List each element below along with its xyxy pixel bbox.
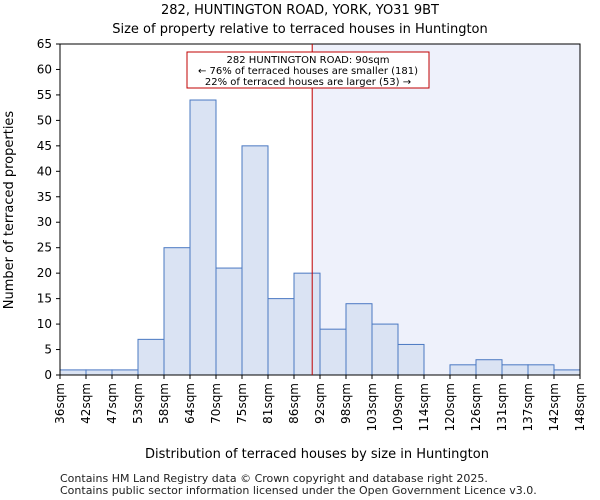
bar-36sqm: [59, 369, 87, 376]
bar-109sqm: [397, 343, 425, 376]
y-tick-label: 10: [37, 317, 52, 331]
bar-81sqm: [267, 298, 295, 376]
y-tick-label: 30: [37, 215, 52, 229]
x-tick-label: 114sqm: [417, 383, 431, 431]
bar-75sqm: [241, 145, 269, 376]
x-tick-label: 86sqm: [287, 383, 301, 424]
bar-98sqm: [345, 303, 373, 376]
x-tick-label: 120sqm: [443, 383, 457, 431]
y-tick-label: 0: [44, 368, 52, 382]
y-tick-label: 55: [37, 88, 52, 102]
y-tick-label: 45: [37, 139, 52, 153]
x-tick-label: 53sqm: [131, 383, 145, 424]
x-tick-label: 131sqm: [495, 383, 509, 431]
bar-131sqm: [501, 364, 529, 376]
y-tick-label: 65: [37, 37, 52, 51]
x-tick-label: 142sqm: [547, 383, 561, 431]
bar-64sqm: [189, 99, 217, 376]
y-tick-label: 50: [37, 113, 52, 127]
x-tick-label: 148sqm: [573, 383, 587, 431]
bar-137sqm: [527, 364, 555, 376]
y-axis-label: Number of terraced properties: [2, 111, 17, 310]
annotation-box: [186, 51, 430, 89]
bar-142sqm: [553, 369, 581, 376]
x-tick-label: 47sqm: [105, 383, 119, 424]
x-tick-label: 103sqm: [365, 383, 379, 431]
y-tick-label: 60: [37, 62, 52, 76]
x-tick-label: 70sqm: [209, 383, 223, 424]
annotation-line-1: 282 HUNTINGTON ROAD: 90sqm: [227, 55, 390, 66]
chart-title: 282, HUNTINGTON ROAD, YORK, YO31 9BT: [161, 3, 439, 18]
y-tick-label: 35: [37, 190, 52, 204]
bar-58sqm: [163, 247, 191, 376]
x-tick-label: 36sqm: [53, 383, 67, 424]
bar-42sqm: [85, 369, 113, 376]
bar-92sqm: [319, 328, 347, 376]
bar-70sqm: [215, 267, 243, 376]
y-tick-label: 5: [44, 343, 52, 357]
y-tick-label: 25: [37, 241, 52, 255]
x-tick-label: 92sqm: [313, 383, 327, 424]
bar-53sqm: [137, 338, 165, 376]
y-axis-ticks: 0 5 10 15 20 25 30 35 40 45 50 55 60 65: [37, 37, 60, 382]
x-axis-ticks: 36sqm 42sqm 47sqm 53sqm 58sqm 64sqm 70sqm 75sqm…: [53, 375, 587, 431]
y-tick-label: 15: [37, 292, 52, 306]
chart-subtitle: Size of property relative to terraced ho…: [112, 22, 488, 37]
annotation-line-3: 22% of terraced houses are larger (53) →: [205, 77, 411, 88]
bar-103sqm: [371, 323, 399, 376]
x-tick-label: 137sqm: [521, 383, 535, 431]
bars-group: [59, 99, 581, 376]
y-tick-label: 40: [37, 164, 52, 178]
bar-86sqm: [293, 272, 321, 376]
y-tick-label: 20: [37, 266, 52, 280]
x-tick-label: 42sqm: [79, 383, 93, 424]
x-tick-label: 126sqm: [469, 383, 483, 431]
x-tick-label: 98sqm: [339, 383, 353, 424]
x-tick-label: 75sqm: [235, 383, 249, 424]
x-axis-label: Distribution of terraced houses by size …: [145, 447, 489, 462]
bar-126sqm: [475, 359, 503, 376]
footer-line-2: Contains public sector information licen…: [60, 484, 537, 497]
x-tick-label: 64sqm: [183, 383, 197, 424]
bar-120sqm: [449, 364, 477, 376]
footer-line-1: Contains HM Land Registry data © Crown c…: [60, 472, 488, 485]
bar-47sqm: [111, 369, 139, 376]
annotation-line-2: ← 76% of terraced houses are smaller (18…: [198, 66, 418, 77]
x-tick-label: 81sqm: [261, 383, 275, 424]
x-tick-label: 109sqm: [391, 383, 405, 431]
x-tick-label: 58sqm: [157, 383, 171, 424]
